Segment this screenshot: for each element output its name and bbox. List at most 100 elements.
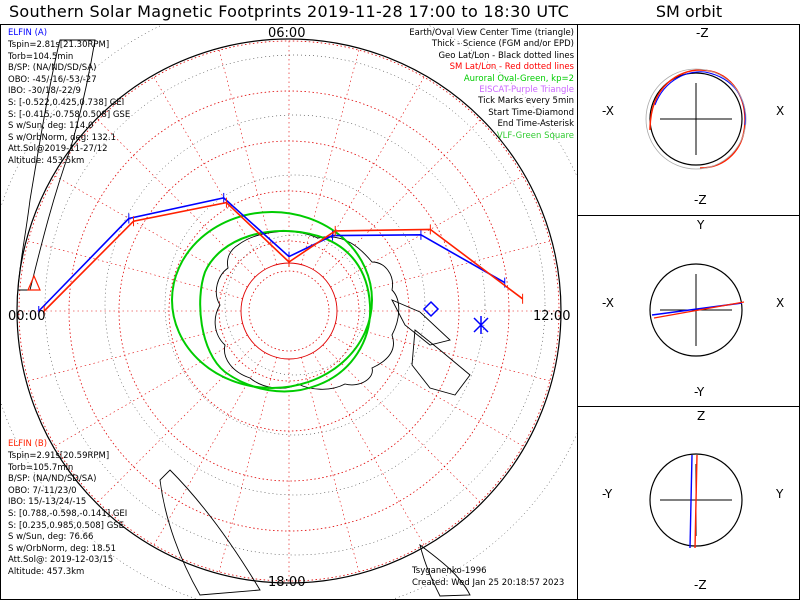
auroral-oval-outer <box>171 211 373 389</box>
elfin-b-info-line: Altitude: 457.3km <box>8 566 85 577</box>
sm-lon-line <box>55 334 248 447</box>
sm-lon-line <box>330 175 523 288</box>
p2-top: Y <box>697 218 705 232</box>
view-center-triangle <box>27 274 41 291</box>
p1-orbit-a <box>654 71 746 126</box>
legend-item: End Time-Asterisk <box>497 119 574 130</box>
start-diamond <box>422 300 440 318</box>
elfin-b-info-line: S w/OrbNorm, deg: 18.51 <box>8 543 117 554</box>
p1-orbit-ref <box>645 68 747 170</box>
p3-orbit-b <box>694 454 698 549</box>
ring-label-left: 00:00 <box>8 309 46 324</box>
p1-top: -Z <box>696 26 709 40</box>
legend-item: Auroral Oval-Green, kp=2 <box>463 73 574 84</box>
geo-lat-ring <box>164 174 426 436</box>
elfin-a-info-line: S: [-0.522,0.425,0.738] GEI <box>8 97 125 108</box>
elfin-a-info-line: B/SP: (NA/ND/SD/SA) <box>8 63 97 74</box>
legend-item: SM Lat/Lon - Red dotted lines <box>449 62 574 73</box>
sm-lat-ring <box>218 240 360 382</box>
elfin-a-info-line: Altitude: 453.5km <box>8 155 85 166</box>
p3-left: -Y <box>602 487 613 501</box>
elfin-a-info-line: S w/Sun, deg: 114.0 <box>8 121 94 132</box>
africa-tip <box>159 469 261 596</box>
sm-lon-line <box>55 175 248 288</box>
sa-fragment <box>419 543 471 597</box>
antarctica <box>214 231 400 390</box>
sm-lon-line <box>322 344 481 503</box>
legend-item: Geo Lat/Lon - Black dotted lines <box>438 50 574 61</box>
sm-lon-line <box>97 119 256 278</box>
elfin-b-info: Tspin=2.91s[20.59RPM] Torb=105.7min B/SP: … <box>8 451 127 579</box>
elfin-b-info-line: IBO: 15/-13/24/-15 <box>8 497 87 508</box>
panel-xy-earth <box>649 263 743 357</box>
sm-orbit-title: SM orbit <box>655 2 723 21</box>
sm-lon-line <box>301 50 360 265</box>
legend-item: Thick - Science (FGM and/or EPD) <box>431 39 574 50</box>
legend-item: Earth/Oval View Center Time (triangle) <box>409 28 574 38</box>
sm-lon-line <box>301 357 360 572</box>
elfin-b-info-line: B/SP: (NA/ND/SD/SA) <box>8 474 97 485</box>
p3-bottom: -Z <box>694 578 707 592</box>
legend-item: VLF-Green Square <box>496 130 574 141</box>
sm-lon-line <box>312 352 425 545</box>
elfin-a-info-line: OBO: -45/-16/-53/-27 <box>8 74 97 85</box>
outer-ring <box>16 38 562 584</box>
panel-yz-earth <box>649 453 743 547</box>
elfin-b-header: ELFIN (B) <box>8 439 48 449</box>
elfin-b-info-line: S w/Sun, deg: 76.66 <box>8 532 94 543</box>
p1-bottom: -Z <box>694 193 707 207</box>
sm-lon-line <box>218 50 277 265</box>
sm-inner-ring <box>240 262 338 360</box>
geo-lat-ring <box>224 234 366 376</box>
elfin-a-info-line: Att.Sol@2019-11-27/12 <box>8 144 108 155</box>
sm-lon-line <box>153 77 266 270</box>
geo-lat-ring <box>44 54 546 556</box>
sm-lon-line <box>97 344 256 503</box>
elfin-a-info: Tspin=2.81s[21.30RPM] Torb=104.5min B/SP: … <box>8 40 130 168</box>
south-america-tip <box>411 329 471 396</box>
sm-lon-line <box>218 357 277 572</box>
p1-right: X <box>776 104 785 118</box>
sm-lon-line <box>312 77 425 270</box>
auroral-oval-inner <box>199 229 372 393</box>
elfin-b-info-line: Tspin=2.91s[20.59RPM] <box>8 451 110 461</box>
p3-right: Y <box>776 487 784 501</box>
p3-orbit-a <box>689 454 693 549</box>
sm-lon-line <box>330 334 523 447</box>
credit-author: Tsyganenko-1996 <box>412 566 487 576</box>
page-title: Southern Solar Magnetic Footprints 2019-… <box>8 2 570 21</box>
p2-orbit-b <box>653 301 745 319</box>
elfin-b-info-line: Torb=105.7min <box>8 462 74 473</box>
legend-item: Tick Marks every 5min <box>478 96 574 107</box>
elfin-a-header: ELFIN (A) <box>8 28 48 38</box>
elfin-a-info-line: S: [-0.415,-0.758,0.508] GSE <box>8 109 131 120</box>
elfin-b-track <box>43 201 524 312</box>
sm-lon-line <box>335 323 550 382</box>
elfin-b-info-line: S: [0.235,0.985,0.508] GSE <box>8 520 125 531</box>
elfin-b-info-line: OBO: 7/-11/23/0 <box>8 485 77 496</box>
legend-item: EISCAT-Purple Triangle <box>479 85 574 95</box>
sm-lon-line <box>322 119 481 278</box>
ring-label-top: 06:00 <box>268 26 306 41</box>
ring-label-bottom: 18:00 <box>268 575 306 590</box>
ring-label-right: 12:00 <box>533 309 571 324</box>
legend-item: Start Time-Diamond <box>488 107 574 118</box>
p2-left: -X <box>602 296 614 310</box>
p3-top: Z <box>697 409 706 423</box>
p2-right: X <box>776 296 785 310</box>
end-asterisk <box>473 316 489 334</box>
elfin-a-info-line: S w/OrbNorm, deg: 132.1 <box>8 132 117 143</box>
elfin-a-info-line: IBO: -30/18/-22/9 <box>8 86 81 97</box>
credit-created: Created: Wed Jan 25 20:18:57 2023 <box>412 578 565 588</box>
elfin-a-info-line: Torb=104.5min <box>8 51 74 62</box>
elfin-a-info-line: Tspin=2.81s[21.30RPM] <box>8 40 110 50</box>
elfin-b-info-line: S: [0.788,-0.598,-0.141] GEI <box>8 508 128 519</box>
elfin-b-info-line: Att.Sol@: 2019-12-03/15 <box>8 555 114 566</box>
elfin-a-track <box>38 197 506 312</box>
sm-lon-line <box>28 240 243 299</box>
sm-lon-line <box>28 323 243 382</box>
geo-lat-ring <box>104 114 486 496</box>
sm-lat-ring <box>248 270 330 352</box>
p1-left: -X <box>602 104 614 118</box>
